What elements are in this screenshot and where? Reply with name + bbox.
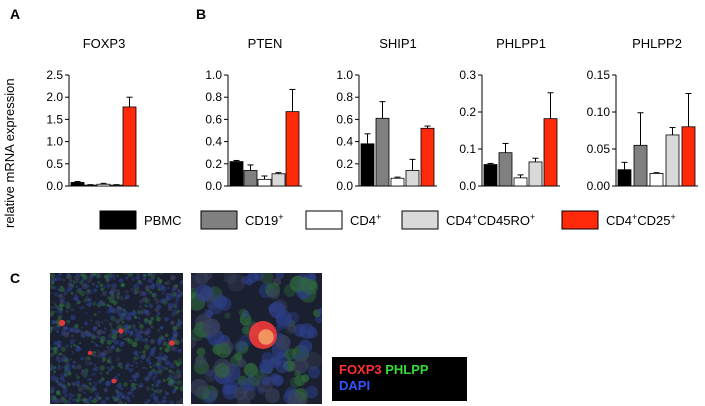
bar-ship1-4 (420, 127, 435, 187)
legend-swatch-2 (305, 210, 343, 230)
bar-phlpp1-1 (498, 152, 513, 187)
y-tick-label-pten: 0.0 (205, 179, 222, 193)
bar-phlpp1-4 (543, 118, 558, 187)
y-tick-label-phlpp2: 0.15 (587, 68, 611, 82)
y-tick-label-foxp3: 0.0 (46, 179, 63, 193)
chart-title-ship1: SHIP1 (379, 36, 417, 51)
panel-label-a: A (10, 6, 20, 22)
bar-phlpp1-3 (528, 161, 543, 187)
y-tick-label-ship1: 0.0 (336, 179, 353, 193)
legend-label-2: CD4+ (350, 212, 381, 228)
bar-ship1-2 (390, 177, 405, 187)
bar-foxp3-2 (96, 183, 111, 187)
y-tick-label-pten: 0.8 (205, 90, 222, 104)
legend-label-0: PBMC (144, 213, 182, 228)
bar-pten-3 (271, 173, 286, 187)
bar-pten-2 (257, 178, 272, 187)
stain-legend-line-1: FOXP3 PHLPP (339, 362, 467, 378)
bar-phlpp1-0 (483, 164, 498, 187)
stain-legend-line-2: DAPI (339, 378, 467, 394)
microscopy-image-overview (50, 273, 183, 404)
bar-phlpp2-0 (617, 169, 632, 187)
y-tick-label-foxp3: 1.0 (46, 135, 63, 149)
bar-phlpp2-3 (665, 134, 680, 187)
y-tick-label-foxp3: 2.5 (46, 68, 63, 82)
y-tick-label-ship1: 0.8 (336, 90, 353, 104)
panel-label-b: B (196, 6, 206, 22)
y-tick-label-foxp3: 1.5 (46, 112, 63, 126)
stain-dapi-label: DAPI (339, 378, 371, 393)
y-tick-label-ship1: 0.6 (336, 112, 353, 126)
y-tick-label-foxp3: 0.5 (46, 157, 63, 171)
bar-ship1-1 (375, 117, 390, 187)
y-tick-label-phlpp1: 0.0 (459, 179, 476, 193)
chart-title-pten: PTEN (248, 36, 283, 51)
legend-swatch-0 (99, 210, 137, 230)
y-tick-label-phlpp1: 0.2 (459, 105, 476, 119)
y-tick-label-foxp3: 2.0 (46, 90, 63, 104)
bar-foxp3-3 (109, 184, 124, 187)
bar-foxp3-1 (83, 184, 98, 187)
bar-phlpp2-4 (681, 126, 696, 187)
bar-foxp3-4 (122, 106, 137, 187)
y-tick-label-phlpp2: 0.05 (587, 142, 611, 156)
stain-foxp3-label: FOXP3 (339, 362, 382, 377)
bar-pten-0 (229, 161, 244, 187)
y-axis-label: relative mRNA expression (2, 78, 17, 228)
chart-title-phlpp2: PHLPP2 (632, 36, 682, 51)
stain-phlpp-label: PHLPP (385, 362, 429, 377)
bar-phlpp2-2 (649, 173, 664, 187)
y-tick-label-ship1: 0.4 (336, 135, 353, 149)
bar-ship1-0 (360, 143, 375, 187)
y-tick-label-pten: 0.6 (205, 112, 222, 126)
legend-swatch-4 (561, 210, 599, 230)
bar-pten-4 (285, 111, 300, 187)
legend-swatch-1 (200, 210, 238, 230)
chart-title-foxp3: FOXP3 (83, 36, 126, 51)
legend-label-1: CD19+ (245, 212, 284, 228)
legend-swatch-3 (401, 210, 439, 230)
y-tick-label-pten: 0.4 (205, 135, 222, 149)
y-tick-label-ship1: 0.2 (336, 157, 353, 171)
chart-title-phlpp1: PHLPP1 (496, 36, 546, 51)
y-tick-label-phlpp2: 0.10 (587, 105, 611, 119)
y-tick-label-ship1: 1.0 (336, 68, 353, 82)
bar-ship1-3 (405, 170, 420, 187)
y-tick-label-phlpp1: 0.3 (459, 68, 476, 82)
y-tick-label-phlpp2: 0.00 (587, 179, 611, 193)
legend-label-4: CD4+CD25+ (606, 212, 676, 228)
bar-foxp3-0 (70, 182, 85, 187)
y-tick-label-pten: 1.0 (205, 68, 222, 82)
y-tick-label-pten: 0.2 (205, 157, 222, 171)
bar-phlpp1-2 (513, 177, 528, 187)
panel-label-c: C (10, 270, 20, 286)
bar-pten-1 (243, 170, 258, 187)
stain-legend: FOXP3 PHLPP DAPI (332, 357, 467, 401)
legend-label-3: CD4+CD45RO+ (446, 212, 535, 228)
microscopy-image-zoomed (191, 273, 322, 404)
bar-phlpp2-1 (633, 144, 648, 187)
y-tick-label-phlpp1: 0.1 (459, 142, 476, 156)
